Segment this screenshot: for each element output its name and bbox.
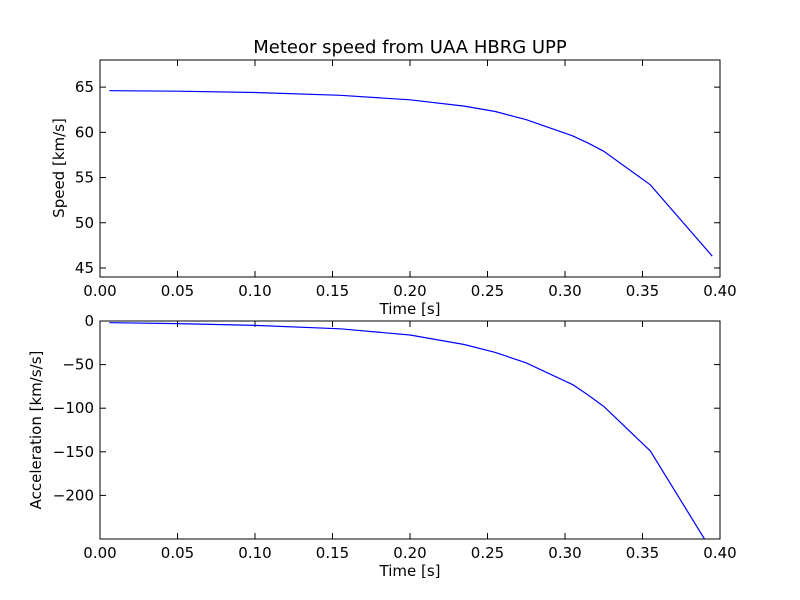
acceleration-x-tick-label: 0.40	[703, 544, 736, 562]
speed-x-tick-label: 0.00	[83, 282, 116, 300]
speed-y-tick-label: 45	[75, 259, 94, 277]
acceleration-panel: 0.00 0.05 0.10 0.15 0.20 0.25 0.30 0.35 0.40 0 −50…	[27, 312, 737, 580]
chart-title: Meteor speed from UAA HBRG UPP	[253, 37, 567, 58]
speed-plot-area	[99, 59, 721, 278]
speed-ticks: 0.00 0.05 0.10 0.15 0.20 0.25 0.30 0.35 0.40 45 50…	[75, 60, 737, 300]
speed-x-tick-label: 0.35	[626, 282, 659, 300]
acceleration-plot-area	[99, 320, 721, 540]
speed-x-tick-label: 0.15	[316, 282, 349, 300]
speed-x-tick-label: 0.20	[393, 282, 426, 300]
acceleration-y-tick-label: −50	[62, 356, 94, 374]
speed-x-tick-label: 0.40	[703, 282, 736, 300]
acceleration-y-tick-label: −150	[53, 443, 94, 461]
acceleration-x-tick-label: 0.15	[316, 544, 349, 562]
speed-y-tick-label: 60	[75, 123, 94, 141]
speed-x-tick-label: 0.05	[161, 282, 194, 300]
speed-x-tick-label: 0.30	[548, 282, 581, 300]
acceleration-x-tick-label: 0.20	[393, 544, 426, 562]
acceleration-y-tick-label: 0	[84, 312, 94, 330]
speed-y-tick-label: 65	[75, 78, 94, 96]
acceleration-y-axis-label: Acceleration [km/s/s]	[27, 351, 45, 510]
acceleration-x-tick-label: 0.25	[471, 544, 504, 562]
acceleration-x-axis-label: Time [s]	[379, 562, 441, 580]
speed-y-tick-label: 55	[75, 169, 94, 187]
speed-x-tick-label: 0.10	[238, 282, 271, 300]
acceleration-x-tick-label: 0.30	[548, 544, 581, 562]
acceleration-x-tick-label: 0.35	[626, 544, 659, 562]
speed-series-line	[109, 90, 713, 257]
acceleration-x-tick-label: 0.10	[238, 544, 271, 562]
acceleration-y-tick-label: −100	[53, 399, 94, 417]
speed-x-tick-label: 0.25	[471, 282, 504, 300]
acceleration-series-line	[109, 322, 706, 540]
acceleration-x-tick-label: 0.00	[83, 544, 116, 562]
acceleration-y-tick-label: −200	[53, 486, 94, 504]
acceleration-ticks: 0.00 0.05 0.10 0.15 0.20 0.25 0.30 0.35 0.40 0 −50…	[53, 312, 737, 562]
acceleration-x-tick-label: 0.05	[161, 544, 194, 562]
speed-y-axis-label: Speed [km/s]	[50, 118, 68, 218]
speed-panel: 0.00 0.05 0.10 0.15 0.20 0.25 0.30 0.35 0.40 45 50…	[50, 59, 737, 318]
speed-y-tick-label: 50	[75, 214, 94, 232]
speed-x-axis-label: Time [s]	[379, 300, 441, 318]
